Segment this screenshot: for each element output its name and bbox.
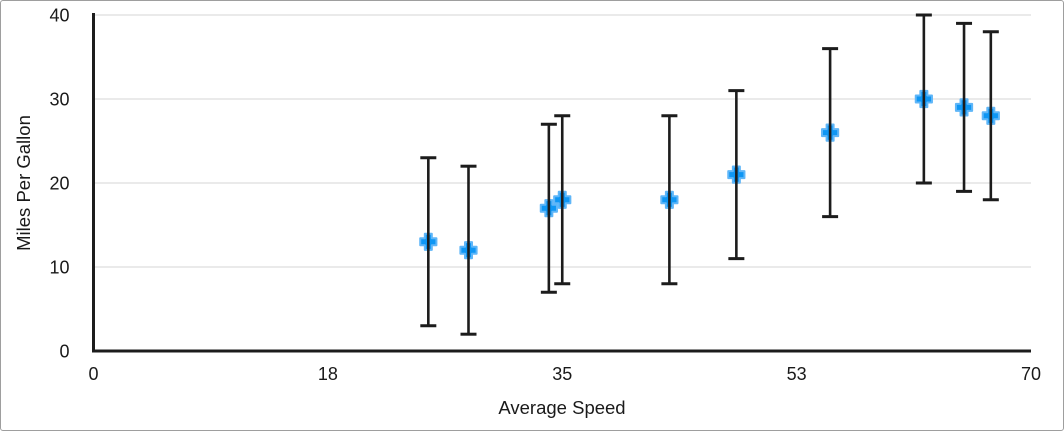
error-bar: [661, 114, 678, 286]
x-tick-label: 70: [1021, 364, 1041, 384]
x-axis-title: Average Speed: [498, 397, 625, 418]
y-tick-label: 10: [49, 258, 69, 278]
x-tick-label: 35: [552, 364, 572, 384]
y-tick-label: 30: [49, 90, 69, 110]
error-bar: [540, 122, 557, 294]
x-tick-label: 0: [88, 364, 98, 384]
error-bar: [956, 21, 973, 193]
error-bar: [728, 89, 745, 261]
y-tick-label: 0: [59, 342, 69, 362]
data-point-markers: [419, 89, 1000, 260]
x-tick-label: 18: [318, 364, 338, 384]
x-axis-tick-labels: 0 18 35 53 70: [88, 364, 1041, 384]
error-bar: [554, 114, 571, 286]
y-tick-label: 40: [49, 6, 69, 26]
error-bar: [460, 164, 477, 336]
y-axis-tick-labels: 0 10 20 30 40: [49, 6, 69, 362]
error-bar: [982, 30, 999, 202]
axes: [92, 13, 1031, 353]
y-axis-title: Miles Per Gallon: [13, 115, 34, 251]
error-bars: [420, 13, 999, 336]
error-bar: [915, 13, 932, 185]
error-bar: [420, 156, 437, 328]
error-bar: [822, 47, 839, 219]
y-tick-label: 20: [49, 174, 69, 194]
x-tick-label: 53: [787, 364, 807, 384]
